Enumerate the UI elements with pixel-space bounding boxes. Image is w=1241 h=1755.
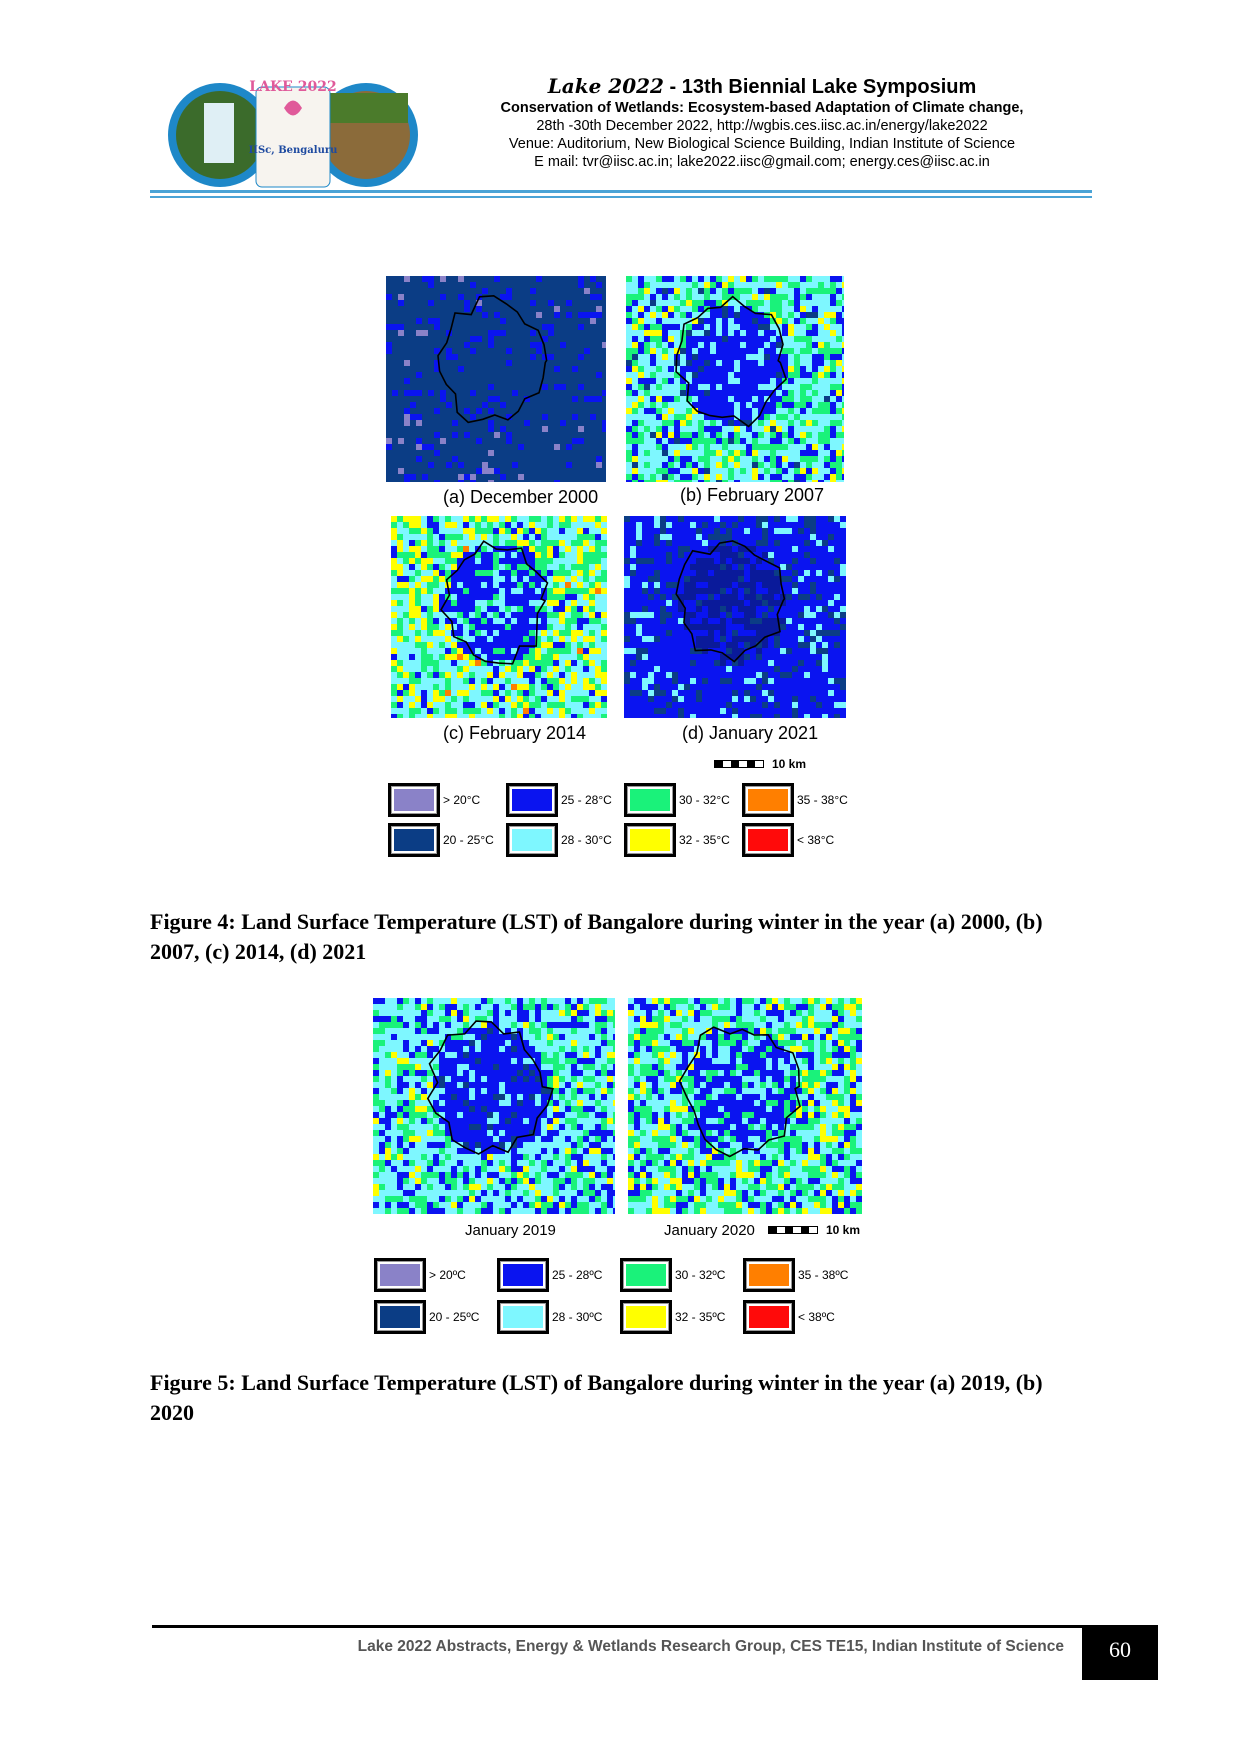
lst-map-feb-2007 xyxy=(626,276,844,482)
city-boundary xyxy=(675,295,788,428)
legend-fig4: > 20°C 20 - 25°C 25 - 28°C 28 - 30°C 30 - 32… xyxy=(388,783,868,863)
legend-item: < 38ºC xyxy=(743,1300,835,1334)
legend-label: 32 - 35°C xyxy=(679,833,730,847)
symposium-dates: 28th -30th December 2022, http://wgbis.c… xyxy=(536,118,988,134)
symposium-email: E mail: tvr@iisc.ac.in; lake2022.iisc@gm… xyxy=(534,154,990,170)
logo-title: LAKE 2022 xyxy=(249,79,336,95)
panel-label-2019: January 2019 xyxy=(465,1222,556,1239)
legend-item: 25 - 28°C xyxy=(506,783,612,817)
legend-item: 32 - 35°C xyxy=(624,823,730,857)
legend-swatch xyxy=(388,823,440,857)
legend-item: 25 - 28ºC xyxy=(497,1258,602,1292)
legend-item: > 20ºC xyxy=(374,1258,466,1292)
city-boundary xyxy=(440,540,549,665)
city-boundary xyxy=(675,540,786,663)
symposium-venue: Venue: Auditorium, New Biological Scienc… xyxy=(508,136,1016,152)
legend-swatch xyxy=(497,1258,549,1292)
scale-bar-fig5: 10 km xyxy=(768,1223,860,1237)
legend-label: 28 - 30ºC xyxy=(552,1310,603,1324)
panel-label-2020: January 2020 xyxy=(664,1222,755,1239)
legend-item: 28 - 30ºC xyxy=(497,1300,602,1334)
legend-item: 32 - 35ºC xyxy=(620,1300,725,1334)
legend-item: 35 - 38ºC xyxy=(743,1258,848,1292)
legend-label: < 38°C xyxy=(797,833,835,847)
legend-swatch xyxy=(743,1258,795,1292)
lst-map-jan-2021 xyxy=(624,516,846,718)
legend-item: 30 - 32ºC xyxy=(620,1258,725,1292)
legend-item: < 38°C xyxy=(742,823,834,857)
legend-item: 20 - 25ºC xyxy=(374,1300,479,1334)
lst-map-jan-2020 xyxy=(628,998,862,1214)
legend-swatch xyxy=(742,823,794,857)
svg-text:IISc, Bengaluru: IISc, Bengaluru xyxy=(249,145,338,156)
legend-swatch xyxy=(743,1300,795,1334)
legend-label: 25 - 28°C xyxy=(561,793,612,807)
lake-2022-logo: LAKE 2022 IISc, Bengaluru xyxy=(168,79,418,188)
legend-swatch xyxy=(506,783,558,817)
lst-map-feb-2014 xyxy=(391,516,607,718)
city-boundary xyxy=(426,1020,554,1155)
city-boundary xyxy=(437,294,548,424)
legend-swatch xyxy=(506,823,558,857)
legend-swatch xyxy=(374,1300,426,1334)
symposium-title: Lake 2022 - 13th Biennial Lake Symposium xyxy=(547,74,977,98)
footer-rule xyxy=(152,1625,1082,1628)
panel-label-b: (b) February 2007 xyxy=(680,485,825,505)
scale-bar-fig4: 10 km xyxy=(714,757,806,771)
legend-label: 35 - 38ºC xyxy=(798,1268,849,1282)
city-boundary xyxy=(678,1026,801,1158)
panel-label-d: (d) January 2021 xyxy=(682,723,819,743)
legend-swatch xyxy=(620,1258,672,1292)
legend-label: 30 - 32°C xyxy=(679,793,730,807)
panel-label-a: (a) December 2000 xyxy=(443,487,599,507)
legend-swatch xyxy=(620,1300,672,1334)
legend-label: 20 - 25ºC xyxy=(429,1310,480,1324)
legend-swatch xyxy=(624,823,676,857)
footer-text: Lake 2022 Abstracts, Energy & Wetlands R… xyxy=(357,1638,1064,1655)
legend-label: > 20ºC xyxy=(429,1268,466,1282)
legend-swatch xyxy=(742,783,794,817)
legend-item: > 20°C xyxy=(388,783,480,817)
legend-label: 20 - 25°C xyxy=(443,833,494,847)
legend-label: 32 - 35ºC xyxy=(675,1310,726,1324)
legend-swatch xyxy=(388,783,440,817)
legend-swatch xyxy=(497,1300,549,1334)
page-header: LAKE 2022 IISc, Bengaluru Lake 2022 - 13… xyxy=(150,68,1092,198)
legend-label: 30 - 32ºC xyxy=(675,1268,726,1282)
scale-bar-icon xyxy=(714,760,764,768)
legend-label: 28 - 30°C xyxy=(561,833,612,847)
lst-map-jan-2019 xyxy=(373,998,615,1214)
legend-item: 20 - 25°C xyxy=(388,823,494,857)
legend-label: 25 - 28ºC xyxy=(552,1268,603,1282)
legend-label: > 20°C xyxy=(443,793,481,807)
panel-label-c: (c) February 2014 xyxy=(443,723,587,743)
legend-item: 30 - 32°C xyxy=(624,783,730,817)
legend-swatch xyxy=(624,783,676,817)
header-rule xyxy=(150,196,1092,198)
figure4-caption: Figure 4: Land Surface Temperature (LST)… xyxy=(150,909,1043,964)
symposium-subtitle: Conservation of Wetlands: Ecosystem-base… xyxy=(500,100,1024,116)
legend-item: 28 - 30°C xyxy=(506,823,612,857)
header-rule xyxy=(150,190,1092,193)
legend-label: < 38ºC xyxy=(798,1310,835,1324)
figure5-caption: Figure 5: Land Surface Temperature (LST)… xyxy=(150,1370,1043,1425)
scale-bar-icon xyxy=(768,1226,818,1234)
legend-label: 35 - 38°C xyxy=(797,793,848,807)
lst-map-dec-2000 xyxy=(386,276,606,482)
legend-swatch xyxy=(374,1258,426,1292)
legend-item: 35 - 38°C xyxy=(742,783,848,817)
legend-fig5: > 20ºC 20 - 25ºC 25 - 28ºC 28 - 30ºC 30 - 32… xyxy=(374,1258,874,1342)
page-number: 60 xyxy=(1082,1625,1158,1680)
